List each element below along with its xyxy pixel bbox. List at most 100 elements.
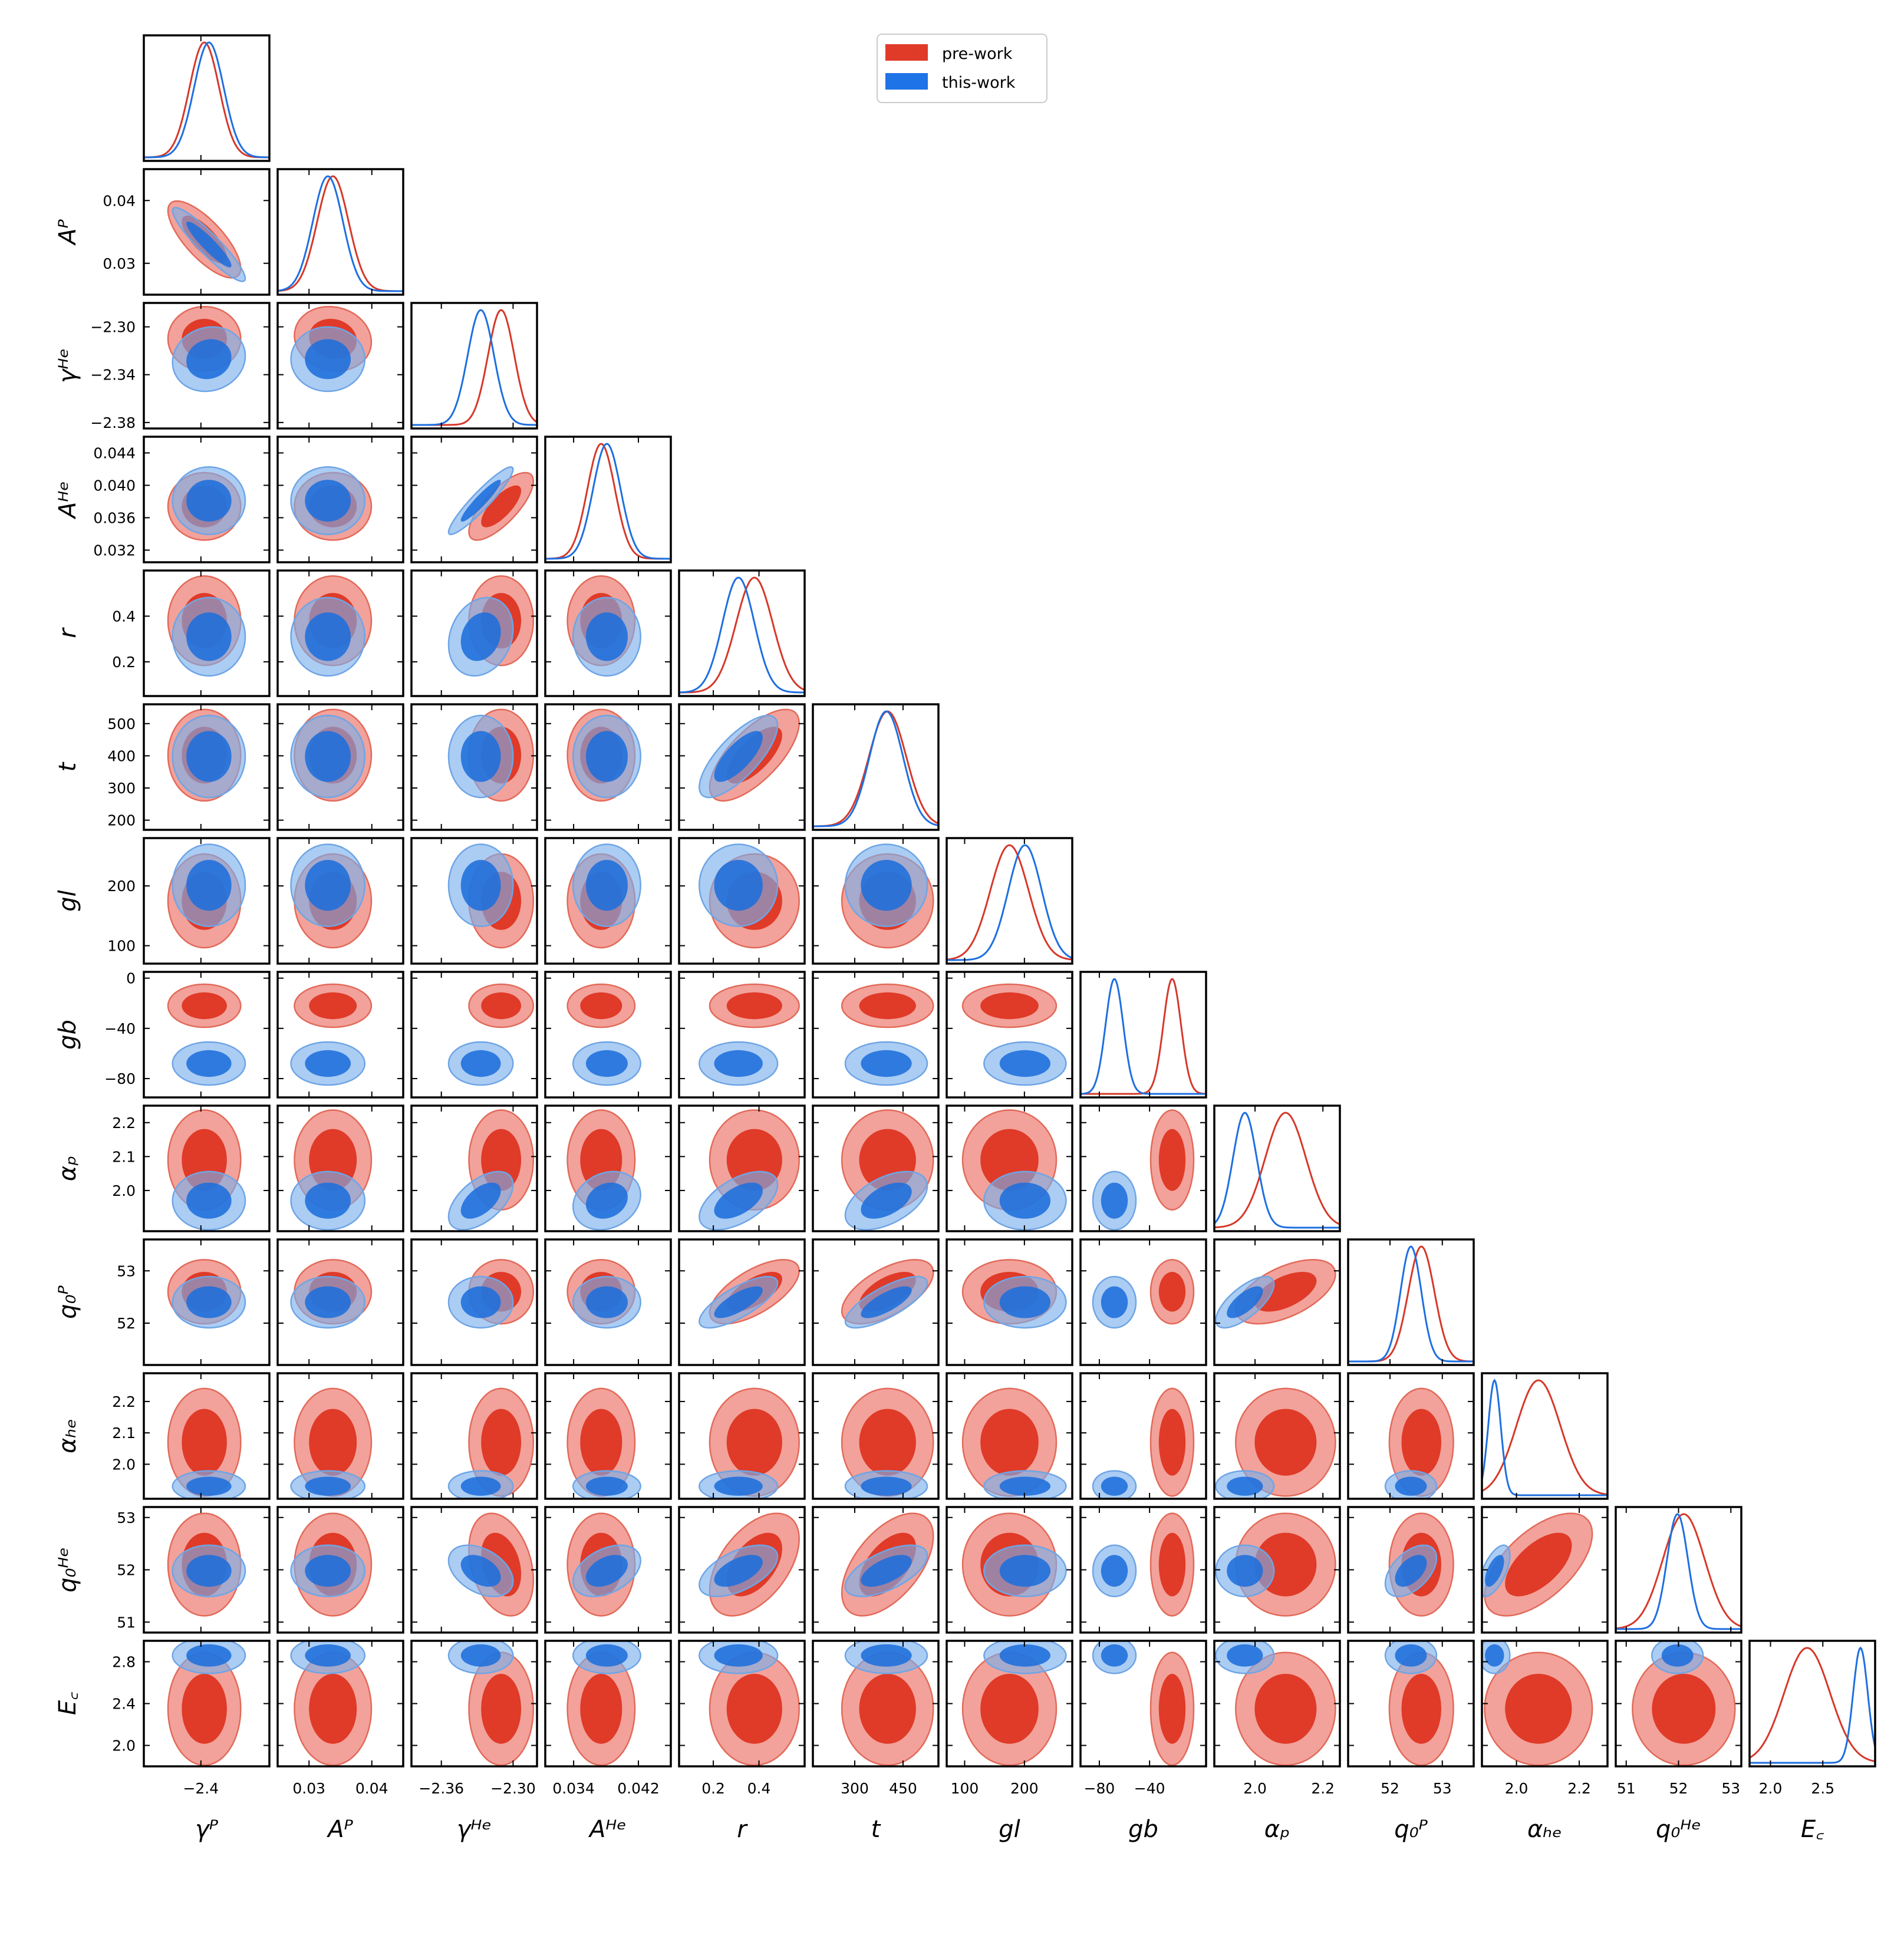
panel-frame xyxy=(276,1372,404,1500)
contour-this-68 xyxy=(186,1555,232,1587)
panel-gammaP-gammaP xyxy=(144,41,269,159)
contour-pre-68 xyxy=(1254,1409,1317,1476)
panel-frame xyxy=(678,1104,806,1232)
marginal-pre-gl xyxy=(947,844,1072,961)
contour-this-68 xyxy=(585,612,628,661)
panel-frame xyxy=(678,1372,806,1500)
x-tick-label-AHe: 0.042 xyxy=(617,1780,660,1797)
contour-this-68 xyxy=(861,1476,912,1496)
marginal-pre-AP xyxy=(278,175,403,292)
legend: pre-work this-work xyxy=(877,34,1047,103)
marginal-pre-gammaP xyxy=(144,41,269,159)
contour-this-68 xyxy=(1101,1476,1128,1496)
x-axis-label-AP: Aᴾ xyxy=(326,1816,353,1843)
y-tick-label-t: 500 xyxy=(107,715,136,733)
panel-AP-gb xyxy=(290,983,373,1086)
panel-AHe-AHe xyxy=(545,443,671,560)
panel-q0P-q0P xyxy=(1348,1245,1474,1363)
contour-this-68 xyxy=(861,1050,912,1077)
contour-this-68 xyxy=(186,339,232,380)
y-tick-label-gammaHe: −2.30 xyxy=(90,319,136,336)
contour-pre-68 xyxy=(182,1409,227,1476)
panel-gl-gb xyxy=(961,983,1067,1086)
contour-this-68 xyxy=(1485,1555,1504,1587)
panel-frame xyxy=(544,703,672,831)
panel-alphaHe-Ec xyxy=(1482,1641,1593,1766)
x-axis-label-q0P: q₀ᴾ xyxy=(1394,1816,1428,1843)
panel-AP-gammaHe xyxy=(290,305,373,393)
y-axis-label-q0He: q₀ᴴᵉ xyxy=(54,1547,81,1592)
panel-q0P-alphaHe xyxy=(1384,1387,1454,1499)
contour-pre-68 xyxy=(481,485,522,527)
panel-AP-alphaP xyxy=(290,1109,373,1231)
x-tick-label-q0He: 51 xyxy=(1617,1780,1636,1797)
contour-pre-68 xyxy=(726,1674,782,1744)
contour-this-68 xyxy=(305,480,351,522)
corner-panels: −2.4 γᴾ 0.03 0.04 Aᴾ −2.36 −2.30 γᴴᵉ 0.034 0.042 A… xyxy=(54,34,1876,1843)
panel-frame xyxy=(1079,1238,1207,1366)
panel-frame xyxy=(812,1104,940,1232)
contour-pre-68 xyxy=(580,1674,622,1744)
panel-q0P-q0He xyxy=(1384,1512,1454,1617)
y-tick-label-q0P: 52 xyxy=(117,1315,136,1332)
contour-this-68 xyxy=(999,1555,1050,1587)
x-axis-label-alphaHe: αₕₑ xyxy=(1527,1816,1562,1843)
y-tick-label-t: 300 xyxy=(107,780,136,797)
panel-gammaP-q0P xyxy=(167,1259,246,1329)
panel-gammaHe-alphaHe xyxy=(447,1387,535,1499)
contour-pre-68 xyxy=(726,1409,782,1476)
y-axis-label-AP: Aᴾ xyxy=(54,219,81,246)
x-tick-label-AP: 0.04 xyxy=(355,1780,388,1797)
panel-alphaHe-q0He xyxy=(1482,1512,1593,1617)
panel-frame xyxy=(1079,1372,1207,1500)
contour-this-68 xyxy=(585,1286,628,1318)
x-tick-label-q0P: 52 xyxy=(1381,1780,1399,1797)
contour-this-68 xyxy=(305,339,351,380)
contour-pre-68 xyxy=(1401,1409,1441,1476)
contour-this-68 xyxy=(186,860,232,911)
y-tick-label-Ec: 2.4 xyxy=(112,1696,136,1713)
panel-gammaHe-Ec xyxy=(447,1641,535,1766)
y-tick-label-gb: 0 xyxy=(126,970,136,987)
contour-this-68 xyxy=(999,1644,1050,1667)
panel-gammaHe-q0P xyxy=(447,1259,535,1329)
panel-gammaHe-gb xyxy=(447,983,535,1086)
panel-gammaHe-alphaP xyxy=(447,1109,535,1231)
panel-AHe-alphaHe xyxy=(566,1387,641,1499)
x-tick-label-alphaP: 2.0 xyxy=(1243,1780,1267,1797)
marginal-pre-alphaHe xyxy=(1482,1379,1607,1496)
x-tick-label-alphaHe: 2.2 xyxy=(1567,1780,1591,1797)
contour-this-68 xyxy=(714,1555,763,1587)
panel-q0He-Ec xyxy=(1632,1641,1736,1766)
panel-frame xyxy=(410,837,538,965)
y-axis-label-t: t xyxy=(54,761,81,771)
x-axis-label-r: r xyxy=(737,1816,748,1843)
contour-this-68 xyxy=(460,480,501,522)
panel-frame xyxy=(410,1104,538,1232)
panel-r-Ec xyxy=(699,1641,800,1766)
panel-gammaP-alphaP xyxy=(167,1109,246,1231)
contour-pre-68 xyxy=(1254,1674,1317,1744)
y-axis-label-alphaP: αₚ xyxy=(54,1156,81,1182)
y-tick-label-q0He: 53 xyxy=(117,1509,136,1526)
panel-gb-alphaP xyxy=(1092,1109,1195,1231)
panel-r-gb xyxy=(699,983,800,1086)
panel-frame xyxy=(143,436,271,563)
marginal-pre-gammaHe xyxy=(411,309,537,426)
panel-frame xyxy=(143,302,271,430)
contour-pre-68 xyxy=(859,992,916,1020)
contour-this-68 xyxy=(585,1644,628,1667)
panel-gl-Ec xyxy=(961,1641,1067,1766)
panel-AHe-r xyxy=(566,575,641,677)
y-axis-label-r: r xyxy=(54,627,81,638)
panel-gammaHe-gammaHe xyxy=(411,309,537,426)
panel-gl-gl xyxy=(947,844,1072,961)
marginal-pre-AHe xyxy=(545,443,671,560)
panel-frame xyxy=(276,302,404,430)
y-tick-label-AP: 0.04 xyxy=(103,192,136,209)
contour-this-68 xyxy=(585,1476,628,1496)
contour-this-68 xyxy=(460,1476,501,1496)
x-tick-label-gb: −80 xyxy=(1084,1780,1115,1797)
x-tick-label-r: 0.2 xyxy=(701,1780,725,1797)
panel-AHe-t xyxy=(566,708,641,802)
